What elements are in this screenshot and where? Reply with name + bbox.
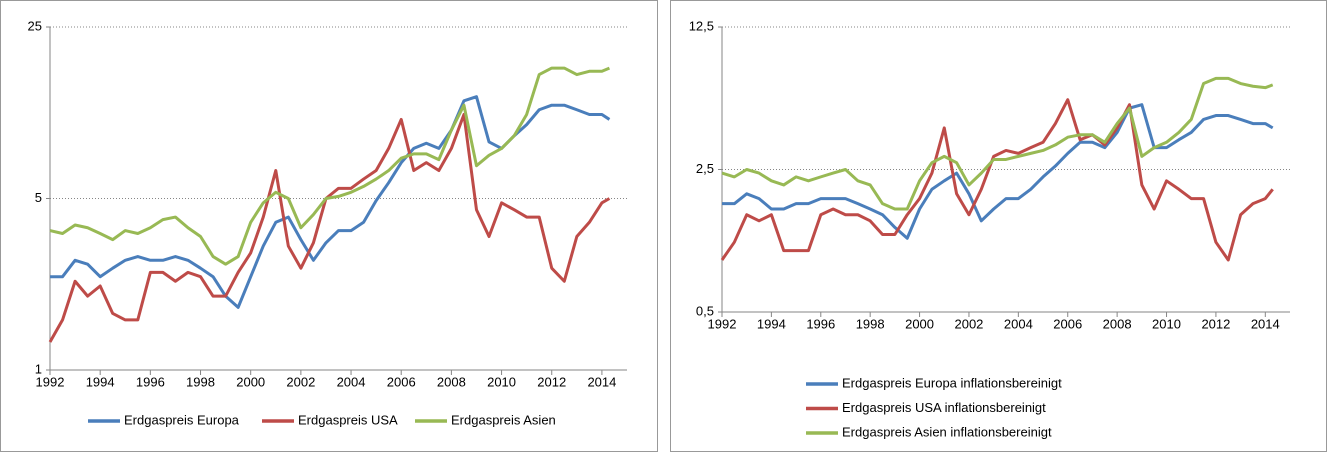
series-line [49,66,611,266]
series-line [48,112,611,343]
x-tick-label: 2006 [1053,316,1082,331]
y-tick-label: 12,5 [689,18,714,33]
x-tick-label: 2002 [286,374,315,389]
legend-label: Erdgaspreis Asien inflationsbereinigt [842,424,1052,439]
y-tick-label: 25 [28,18,42,33]
x-tick-label: 2000 [236,374,265,389]
y-tick-label: 2,5 [696,161,714,176]
x-tick-label: 2006 [387,374,416,389]
x-tick-label: 2002 [954,316,983,331]
series-line [722,103,1274,240]
y-tick-label: 0,5 [696,303,714,318]
x-tick-label: 1998 [856,316,885,331]
x-tick-label: 2010 [487,374,516,389]
legend-label: Erdgaspreis Europa inflationsbereinigt [842,375,1062,390]
legend-label: Erdgaspreis Europa [124,412,240,427]
x-tick-label: 2014 [1251,316,1280,331]
x-tick-label: 1998 [186,374,215,389]
x-tick-label: 2012 [537,374,566,389]
x-tick-label: 2008 [1103,316,1132,331]
x-tick-label: 1994 [86,374,115,389]
x-tick-label: 2010 [1152,316,1181,331]
legend-label: Erdgaspreis Asien [451,412,556,427]
x-tick-label: 2008 [437,374,466,389]
x-tick-label: 2012 [1201,316,1230,331]
x-tick-label: 2000 [905,316,934,331]
series-line [50,95,611,309]
x-tick-label: 2004 [337,374,366,389]
series-line [720,98,1274,262]
x-tick-label: 1992 [708,316,737,331]
x-tick-label: 1996 [806,316,835,331]
y-tick-label: 5 [35,190,42,205]
legend-label: Erdgaspreis USA [298,412,398,427]
series-line [721,76,1274,211]
y-tick-label: 1 [35,361,42,376]
x-tick-label: 1992 [36,374,65,389]
legend-label: Erdgaspreis USA inflationsbereinigt [842,400,1046,415]
x-tick-label: 1996 [136,374,165,389]
x-tick-label: 2004 [1004,316,1033,331]
x-tick-label: 2014 [587,374,616,389]
x-tick-label: 1994 [757,316,786,331]
